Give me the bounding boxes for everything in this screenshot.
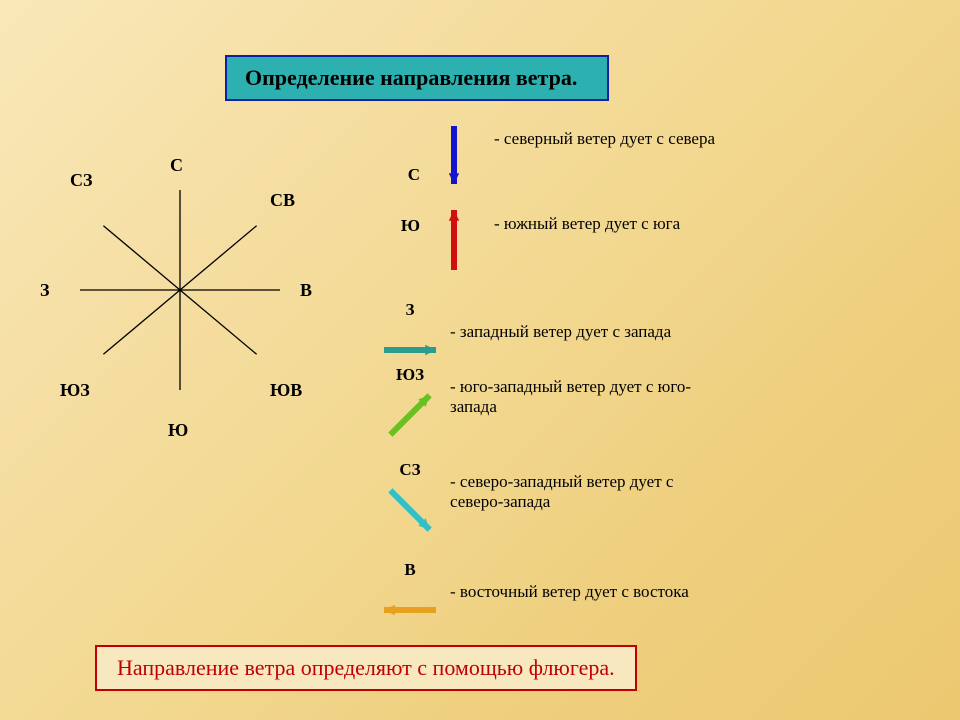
- legend-code: В: [404, 560, 415, 580]
- compass-label-СЗ: СЗ: [70, 170, 93, 191]
- legend-description: - южный ветер дует с юга: [484, 210, 680, 234]
- legend-row-Ю: Ю - южный ветер дует с юга: [390, 210, 680, 270]
- footer-text: Направление ветра определяют с помощью ф…: [117, 655, 615, 680]
- legend-code: С: [390, 125, 424, 185]
- compass-label-В: В: [300, 280, 312, 301]
- legend-arrow-icon: [380, 385, 440, 445]
- legend-arrow-icon: [424, 210, 484, 270]
- compass-label-ЮЗ: ЮЗ: [60, 380, 90, 401]
- legend-row-В: В - восточный ветер дует с востока: [380, 560, 689, 640]
- compass-label-ЮВ: ЮВ: [270, 380, 302, 401]
- legend-row-ЮЗ: ЮЗ - юго-западный ветер дует с юго-запада: [380, 365, 700, 445]
- legend-arrow-icon: [380, 580, 440, 640]
- legend-code: Ю: [390, 210, 424, 236]
- compass-label-З: З: [40, 280, 50, 301]
- legend-description: - юго-западный ветер дует с юго-запада: [440, 365, 700, 417]
- compass-label-Ю: Ю: [168, 420, 188, 441]
- legend-code: ЮЗ: [396, 365, 424, 385]
- legend-description: - западный ветер дует с запада: [440, 300, 671, 342]
- legend-description: - северо-западный ветер дует с северо-за…: [440, 460, 700, 512]
- legend-description: - восточный ветер дует с востока: [440, 560, 689, 602]
- legend-code: СЗ: [399, 460, 420, 480]
- footer-box: Направление ветра определяют с помощью ф…: [95, 645, 637, 691]
- legend-arrow-icon: [380, 480, 440, 540]
- legend-code: З: [406, 300, 415, 320]
- legend-description: - северный ветер дует с севера: [484, 125, 715, 149]
- title-box: Определение направления ветра.: [225, 55, 609, 101]
- legend-arrow-icon: [424, 125, 484, 185]
- title-text: Определение направления ветра.: [245, 65, 577, 90]
- legend-row-С: С - северный ветер дует с севера: [390, 125, 715, 185]
- compass-label-СВ: СВ: [270, 190, 295, 211]
- legend-row-СЗ: СЗ - северо-западный ветер дует с северо-…: [380, 460, 700, 540]
- compass-label-С: С: [170, 155, 183, 176]
